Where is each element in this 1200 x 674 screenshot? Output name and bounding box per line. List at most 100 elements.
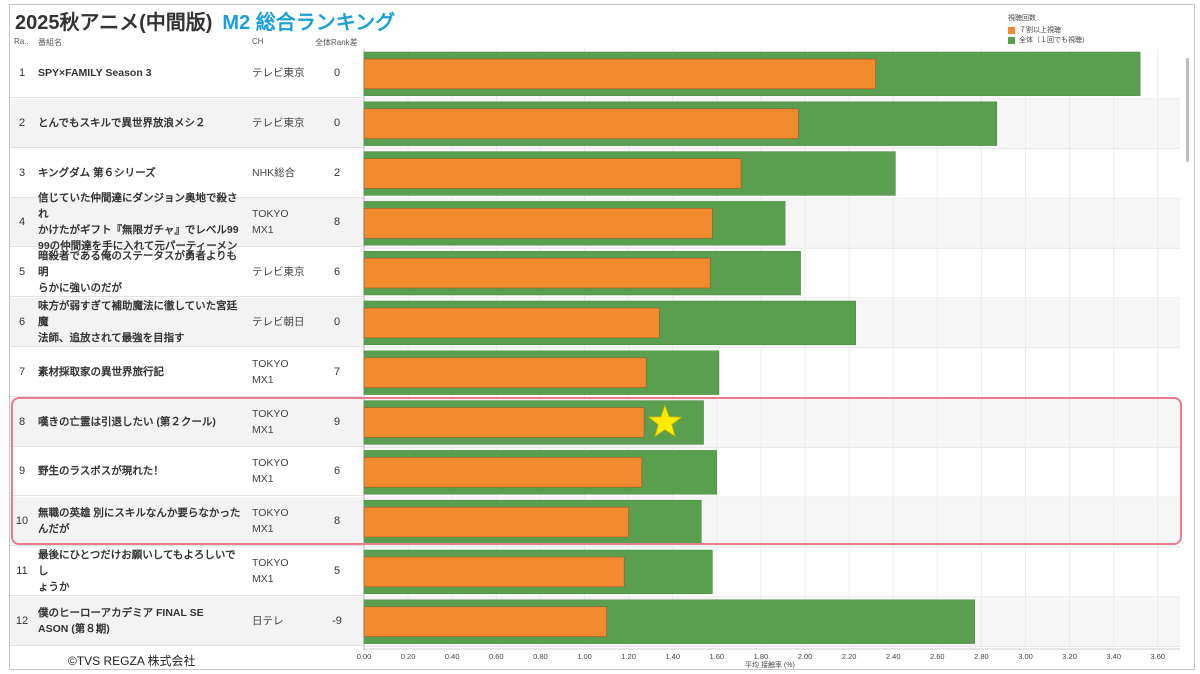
- program-name: 僕のヒーローアカデミア FINAL SE ASON (第８期): [38, 606, 204, 635]
- x-tick-label: 1.20: [621, 652, 636, 661]
- x-tick-label: 0.60: [489, 652, 504, 661]
- table-row[interactable]: 4 信じていた仲間達にダンジョン奥地で殺され かけたがギフト『無限ガチャ』でレベル9…: [10, 192, 364, 252]
- chart-legend: 視聴回数 ７割以上視聴 全体（１回でも視聴）: [1008, 13, 1089, 45]
- table-row[interactable]: 5 暗殺者である俺のステータスが勇者よりも明 らかに強いのだが テレビ東京 6: [10, 248, 364, 298]
- rank-diff-cell: 8: [333, 216, 341, 229]
- bar-70pct: [363, 58, 876, 90]
- col-header-name[interactable]: 番組名: [38, 38, 62, 47]
- title-main: 2025秋アニメ(中間版): [15, 12, 213, 34]
- star-icon: [647, 404, 683, 438]
- x-tick-label: 3.40: [1106, 652, 1121, 661]
- x-tick-label: 3.20: [1062, 652, 1077, 661]
- x-axis-label: 平均 接触率 (%): [745, 662, 795, 669]
- x-tick-label: 1.00: [577, 652, 592, 661]
- col-header-ch[interactable]: CH: [252, 37, 264, 46]
- bar-70pct: [363, 357, 647, 388]
- x-tick-label: 0.40: [445, 652, 460, 661]
- x-tick-label: 0.00: [357, 652, 372, 661]
- legend-item[interactable]: ７割以上視聴: [1008, 25, 1089, 35]
- rank-diff-cell: 6: [333, 266, 341, 279]
- channel-cell: 日テレ: [252, 614, 284, 627]
- program-name: 暗殺者である俺のステータスが勇者よりも明 らかに強いのだが: [38, 250, 238, 295]
- rank-cell: 12: [15, 614, 29, 627]
- table-row[interactable]: 12 僕のヒーローアカデミア FINAL SE ASON (第８期) 日テレ -9: [10, 596, 364, 646]
- x-tick-label: 1.80: [754, 652, 769, 661]
- table-row[interactable]: 3 キングダム 第６シリーズ NHK総合 2: [10, 149, 364, 198]
- rank-diff-cell: 7: [333, 365, 341, 378]
- program-name: 嘆きの亡霊は引退したい (第２クール): [38, 415, 216, 428]
- legend-label: ７割以上視聴: [1019, 27, 1061, 34]
- channel-cell: TOKYO MX1: [252, 208, 289, 237]
- rank-cell: 3: [18, 166, 26, 179]
- rank-diff-cell: 0: [333, 67, 341, 79]
- x-tick-label: 2.20: [842, 652, 857, 661]
- copyright-text: ©TVS REGZA 株式会社: [68, 654, 196, 668]
- rank-diff-cell: 0: [333, 316, 341, 328]
- channel-cell: テレビ東京: [252, 116, 305, 129]
- program-name: 信じていた仲間達にダンジョン奥地で殺され かけたがギフト『無限ガチャ』でレベル99…: [38, 192, 239, 253]
- bar-70pct: [363, 407, 645, 438]
- x-tick-label: 2.60: [930, 652, 945, 661]
- channel-cell: テレビ東京: [252, 67, 305, 79]
- title-sub: M2 総合ランキング: [222, 12, 396, 34]
- table-row[interactable]: 2 とんでもスキルで異世界放浪メシ２ テレビ東京 0: [10, 98, 364, 148]
- rank-cell: 9: [18, 465, 26, 478]
- x-tick-label: 3.60: [1150, 652, 1165, 661]
- x-tick-label: 2.80: [974, 652, 989, 661]
- rank-diff-cell: 2: [333, 166, 341, 179]
- legend-label: 全体（１回でも視聴）: [1019, 37, 1089, 44]
- rank-cell: 11: [16, 565, 28, 577]
- program-name: 最後にひとつだけお願いしてもよろしいでし ょうか: [38, 549, 236, 593]
- rank-cell: 6: [18, 316, 26, 328]
- legend-swatch-green: [1008, 36, 1015, 44]
- rank-diff-cell: 5: [333, 565, 341, 577]
- bar-70pct: [363, 158, 742, 189]
- rank-cell: 4: [18, 216, 26, 229]
- col-header-rank[interactable]: Ra..: [14, 37, 29, 46]
- program-name: 味方が弱すぎて補助魔法に徹していた宮廷魔 法師、追放されて最強を目指す: [38, 300, 238, 344]
- rank-diff-cell: 8: [333, 515, 341, 528]
- rank-cell: 7: [18, 365, 26, 378]
- channel-cell: テレビ朝日: [252, 316, 305, 328]
- x-tick-label: 0.20: [401, 652, 416, 661]
- bar-70pct: [363, 257, 711, 289]
- table-row[interactable]: 11 最後にひとつだけお願いしてもよろしいでし ょうか TOKYO MX1 5: [10, 547, 364, 596]
- rank-cell: 5: [18, 266, 26, 279]
- channel-cell: TOKYO MX1: [252, 557, 289, 585]
- channel-cell: テレビ東京: [252, 266, 305, 279]
- legend-title: 視聴回数: [1008, 15, 1036, 22]
- table-row[interactable]: 1 SPY×FAMILY Season 3 テレビ東京 0: [10, 49, 364, 98]
- bar-70pct: [363, 108, 799, 139]
- bar-70pct: [363, 506, 629, 538]
- rank-cell: 1: [18, 67, 26, 79]
- x-tick-label: 3.00: [1018, 652, 1033, 661]
- page-title: 2025秋アニメ(中間版) M2 総合ランキング: [15, 6, 395, 35]
- x-tick-label: 1.60: [709, 652, 724, 661]
- legend-item[interactable]: 全体（１回でも視聴）: [1008, 35, 1089, 45]
- rank-diff-cell: -9: [332, 614, 342, 627]
- bar-70pct: [363, 208, 713, 239]
- col-header-diff[interactable]: 全体Rank差: [315, 38, 358, 47]
- bar-70pct: [363, 606, 607, 637]
- x-tick-label: 1.40: [665, 652, 680, 661]
- channel-cell: TOKYO MX1: [252, 457, 289, 486]
- channel-cell: TOKYO MX1: [252, 507, 289, 536]
- x-tick-label: 2.40: [886, 652, 901, 661]
- table-row[interactable]: 8 嘆きの亡霊は引退したい (第２クール) TOKYO MX1 9: [10, 397, 364, 447]
- channel-cell: TOKYO MX1: [252, 407, 289, 436]
- rank-diff-cell: 6: [333, 465, 341, 478]
- rank-cell: 10: [15, 515, 29, 528]
- scrollbar-thumb[interactable]: [1186, 58, 1189, 162]
- table-row[interactable]: 7 素材採取家の異世界旅行記 TOKYO MX1 7: [10, 348, 364, 397]
- table-row[interactable]: 9 野生のラスボスが現れた！ TOKYO MX1 6: [10, 447, 364, 497]
- table-row[interactable]: 10 無職の英雄 別にスキルなんか要らなかった んだが TOKYO MX1 8: [10, 497, 364, 547]
- bar-70pct: [363, 556, 625, 588]
- bar-70pct: [363, 457, 643, 488]
- legend-swatch-orange: [1008, 26, 1015, 34]
- program-name: キングダム 第６シリーズ: [38, 166, 156, 179]
- table-row[interactable]: 6 味方が弱すぎて補助魔法に徹していた宮廷魔 法師、追放されて最強を目指す テレビ朝日…: [10, 298, 364, 347]
- x-tick-label: 0.80: [533, 652, 548, 661]
- program-name: SPY×FAMILY Season 3: [38, 67, 152, 79]
- x-tick-label: 2.00: [798, 652, 813, 661]
